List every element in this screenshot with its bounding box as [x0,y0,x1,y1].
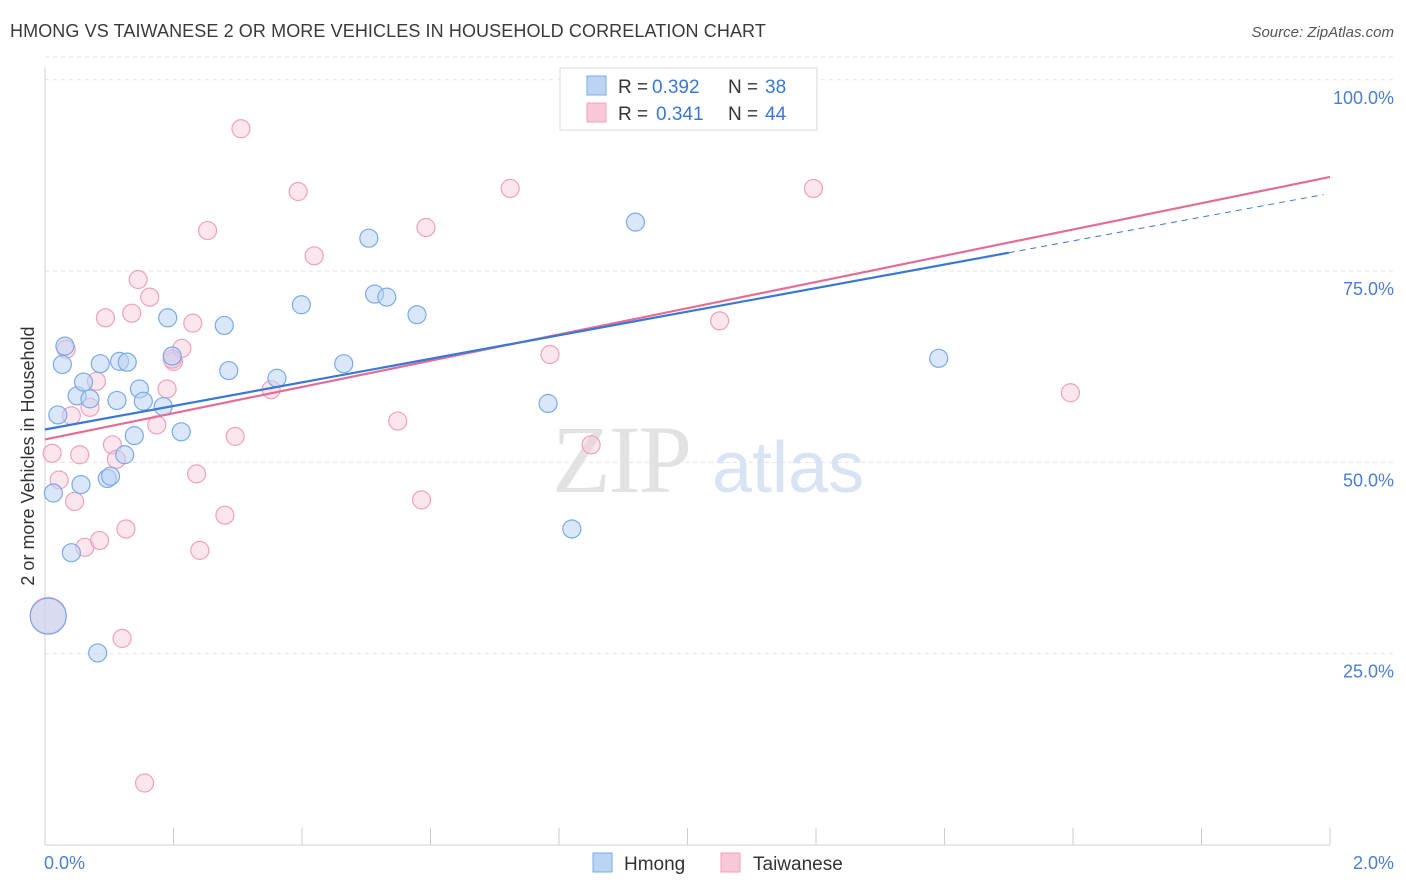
taiwanese-point [95,308,115,328]
taiwanese-point [1060,383,1081,403]
legend-n-label-hmong: N = [728,77,758,98]
taiwanese-point [116,519,136,539]
hmong-point [80,389,100,409]
x-tick-label-max: 2.0% [1353,853,1394,873]
legend-r-value-hmong: 0.392 [652,77,700,98]
legend-n-label-taiwanese: N = [728,104,758,125]
legend-n-value-taiwanese: 44 [765,104,787,125]
legend-r-value-taiwanese: 0.341 [656,104,704,125]
taiwanese-point [190,540,210,560]
taiwanese-trend-line [44,175,1331,441]
hmong-point [52,354,72,375]
taiwanese-point [134,773,155,793]
y-tick-label: 75.0% [1343,279,1394,299]
hmong-point [73,372,94,392]
hmong-point [171,422,191,442]
legend-n-value-hmong: 38 [765,77,786,98]
legend-swatch-taiwanese [586,102,607,123]
hmong-point [29,597,67,635]
hmong-point [334,354,354,374]
watermark-zip: ZIP [552,406,690,513]
hmong-point [538,393,558,414]
taiwanese-point [803,178,824,199]
correlation-legend: R = 0.392 N = 38 R = 0.341 N = 44 [559,67,818,131]
hmong-point [107,390,127,411]
taiwanese-point [215,505,235,525]
y-tick-labels: 25.0% 50.0% 75.0% 100.0% [1333,88,1394,682]
taiwanese-point [225,426,245,446]
hmong-point [43,483,63,503]
hmong-point [267,368,287,388]
hmong-point [71,474,91,495]
bottom-legend-label-taiwanese: Taiwanese [753,854,843,875]
y-tick-label: 100.0% [1333,88,1394,108]
hmong-trend-extension [1008,194,1324,254]
taiwanese-point [231,119,251,139]
taiwanese-point [411,490,432,510]
hmong-point [562,519,582,539]
legend-r-label-taiwanese: R = [618,104,648,125]
hmong-point [291,295,311,315]
taiwanese-point [540,344,560,365]
bottom-legend-label-hmong: Hmong [624,854,685,875]
hmong-point [48,405,68,425]
hmong-point [214,315,234,336]
taiwanese-point [581,435,601,455]
hmong-point [55,336,75,356]
taiwanese-point [388,411,408,431]
hmong-trend-line [44,251,1009,431]
taiwanese-point [64,491,85,512]
hmong-point [100,466,121,486]
taiwanese-point [90,530,110,551]
hmong-point [407,305,427,325]
taiwanese-point [42,443,62,463]
x-axis-ticks [44,828,1331,845]
taiwanese-point [122,303,142,323]
y-tick-label: 25.0% [1343,662,1394,682]
trend-lines [44,175,1331,441]
data-points [29,119,1081,793]
taiwanese-point [500,178,520,199]
hmong-point [625,212,646,232]
hmong-point [117,352,137,372]
hmong-point [61,543,81,563]
bottom-legend-swatch-taiwanese [720,852,741,873]
x-tick-label-min: 0.0% [44,853,85,873]
bottom-legend-swatch-hmong [592,852,613,873]
hmong-point [359,228,379,248]
watermark-atlas: atlas [712,428,864,508]
y-tick-label: 50.0% [1343,470,1394,490]
hmong-point [124,426,144,446]
taiwanese-point [70,445,90,465]
hmong-point [90,354,110,374]
taiwanese-point [112,628,132,648]
taiwanese-point [128,269,148,290]
hmong-point [162,346,182,366]
taiwanese-point [140,287,160,307]
chart-title: HMONG VS TAIWANESE 2 OR MORE VEHICLES IN… [10,21,766,41]
taiwanese-point [288,181,308,202]
source-label: Source: ZipAtlas.com [1251,24,1394,41]
series-legend: Hmong Taiwanese [592,852,843,875]
hmong-point [377,287,397,307]
legend-r-label-hmong: R = [618,77,648,98]
taiwanese-point [416,217,436,238]
hmong-point [133,391,153,411]
taiwanese-point [157,379,177,399]
taiwanese-point [187,464,207,484]
taiwanese-point [304,246,324,266]
hmong-point [929,348,949,368]
hmong-point [158,308,178,328]
y-axis-title: 2 or more Vehicles in Household [18,326,38,585]
hmong-point [88,643,108,663]
legend-swatch-hmong [586,75,607,96]
hmong-point [219,360,239,381]
hmong-point [115,445,135,465]
gridlines [45,56,1393,655]
taiwanese-point [197,220,218,241]
taiwanese-point [183,313,203,333]
taiwanese-point [710,311,730,331]
